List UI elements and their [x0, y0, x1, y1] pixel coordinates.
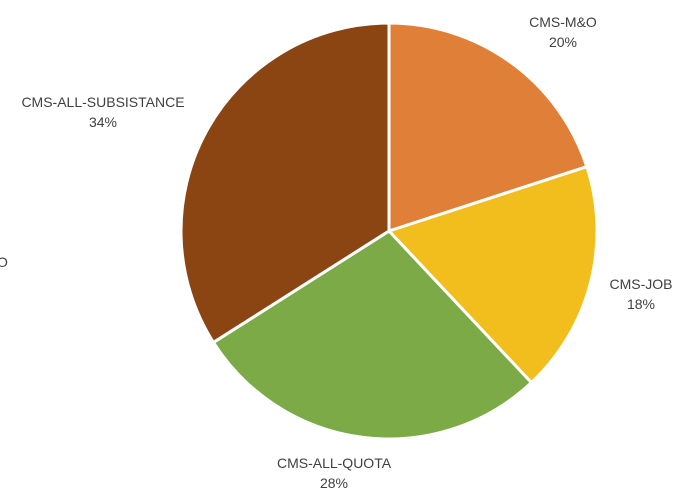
slice-percent-label: 34% [89, 114, 117, 130]
slice-percent-label: 28% [320, 475, 348, 491]
slice-label: CMS-M&O [529, 14, 597, 30]
slice-label: CMS-JOB [610, 276, 673, 292]
slice-label: CMS-ALL-QUOTA [277, 455, 392, 471]
slice-label: CMS-ALL-SUBSISTANCE [21, 94, 184, 110]
pie-slice-cms-m-o [387, 21, 589, 233]
slice-percent-label: 20% [549, 34, 577, 50]
pie-slices [179, 21, 599, 441]
pie-labels: CMS-M&O 20% CMS-JOB 18% CMS-ALL-QUOTA 28% CMS-… [21, 14, 672, 491]
pie-slice-cms-all-quota [211, 229, 533, 441]
pie-slice-cms-all-subsistance [179, 21, 391, 344]
slice-percent-label: 18% [627, 296, 655, 312]
pie-slice-cms-job [387, 165, 599, 385]
cropped-label-fragment: O [0, 254, 8, 270]
